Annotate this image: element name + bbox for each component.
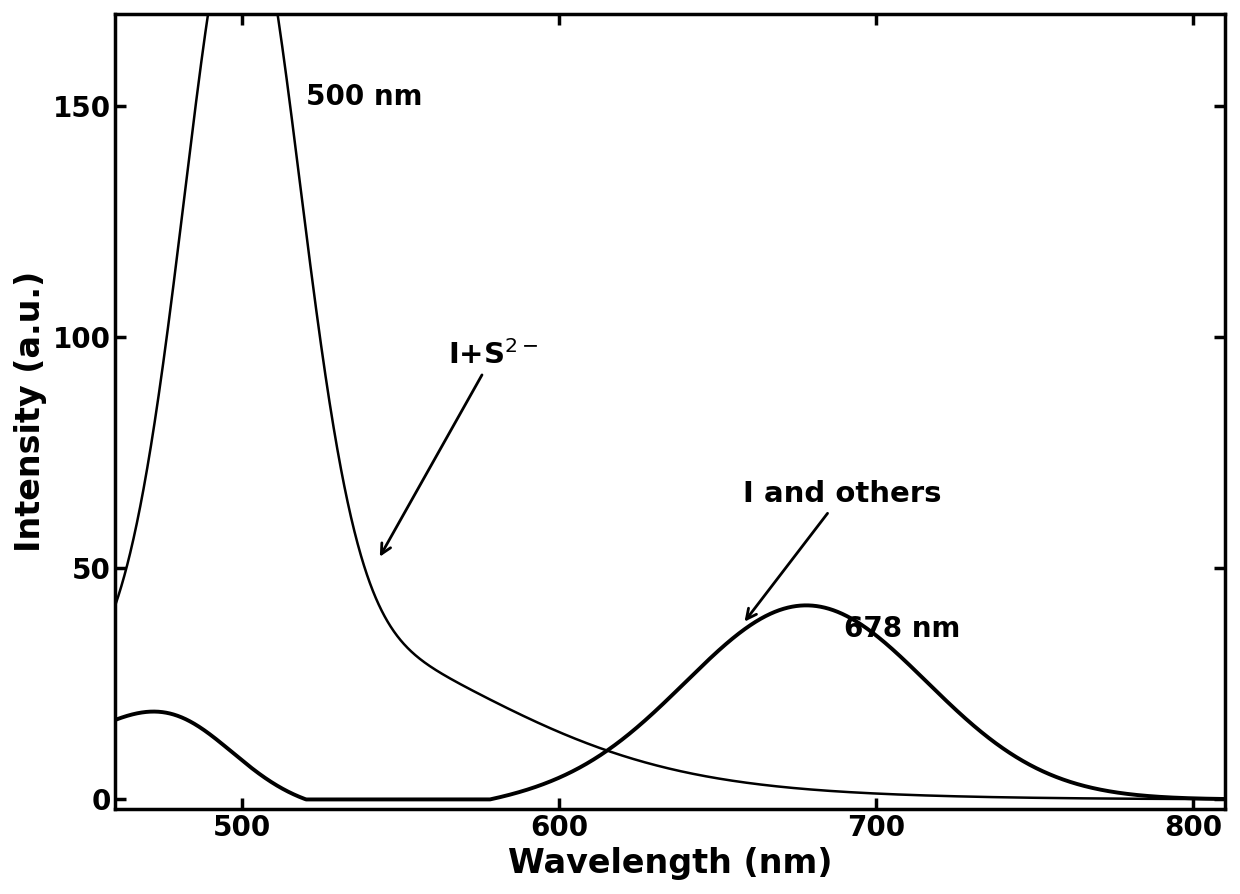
Text: 678 nm: 678 nm <box>844 614 961 643</box>
Y-axis label: Intensity (a.u.): Intensity (a.u.) <box>14 271 47 552</box>
Text: I+S$^{2-}$: I+S$^{2-}$ <box>382 340 538 554</box>
Text: I and others: I and others <box>743 480 941 620</box>
X-axis label: Wavelength (nm): Wavelength (nm) <box>507 848 832 880</box>
Text: 500 nm: 500 nm <box>305 83 422 111</box>
